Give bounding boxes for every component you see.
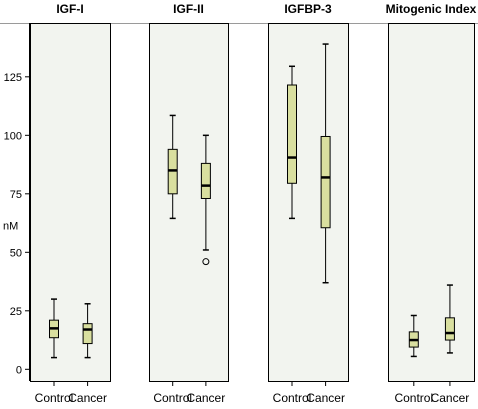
x-tick-label: Control	[394, 391, 433, 404]
panel-title: IGF-I	[56, 2, 83, 16]
panel-frame	[388, 23, 475, 382]
panel-title: IGFBP-3	[284, 2, 332, 16]
x-tick-label: Cancer	[68, 391, 107, 404]
box-control: Control	[35, 298, 74, 405]
iqr-box	[444, 317, 455, 341]
box-control: Control	[394, 314, 433, 405]
outlier-point	[202, 258, 210, 266]
iqr-box	[82, 323, 93, 345]
x-tick-label: Cancer	[431, 391, 470, 404]
x-tick-label: Cancer	[187, 391, 226, 404]
panel-frame	[149, 23, 229, 382]
box-cancer: Cancer	[187, 134, 226, 405]
y-tick-label: 125	[4, 72, 22, 84]
y-tick-label: 0	[16, 364, 22, 376]
x-tick-label: Cancer	[306, 391, 345, 404]
y-tick-label: 100	[4, 130, 22, 142]
panel-frame	[268, 23, 349, 382]
box-cancer: Cancer	[306, 43, 345, 405]
panel-title: Mitogenic Index	[386, 2, 477, 16]
y-tick-label: 50	[10, 247, 22, 259]
panel-title: IGF-II	[173, 2, 204, 16]
iqr-box	[320, 135, 331, 229]
box-control: Control	[273, 65, 312, 405]
y-tick-label: 25	[10, 306, 22, 318]
x-tick-label: Control	[35, 391, 74, 404]
x-tick-label: Control	[273, 391, 312, 404]
y-axis-label: nM	[3, 220, 18, 232]
panels: IGF-IControlCancerIGF-IIControlCancerIGF…	[30, 2, 477, 405]
box-cancer: Cancer	[68, 303, 107, 405]
iqr-box	[200, 162, 211, 199]
y-tick-label: 75	[10, 189, 22, 201]
iqr-box	[287, 84, 297, 184]
y-axis: 0 25 50 75 100 125 nM	[0, 23, 478, 381]
box-cancer: Cancer	[431, 284, 470, 405]
box-control: Control	[153, 114, 192, 405]
panel-frame	[30, 23, 111, 382]
x-tick-label: Control	[153, 391, 192, 404]
